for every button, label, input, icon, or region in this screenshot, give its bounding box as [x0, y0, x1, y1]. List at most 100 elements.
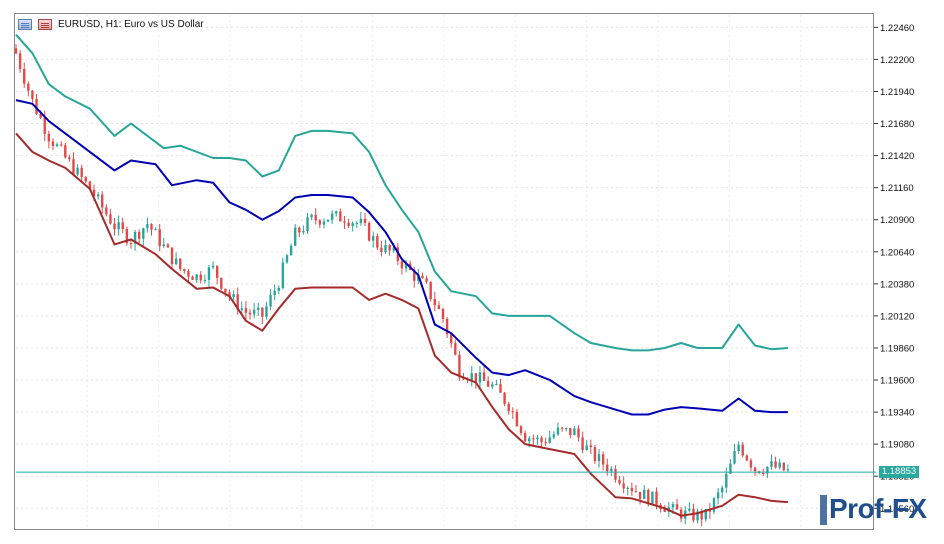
candle-body [429, 281, 432, 300]
candle-body [277, 287, 280, 291]
candle-body [548, 437, 551, 443]
candle-body [540, 437, 543, 443]
candle-body [511, 411, 515, 413]
candle-body [556, 427, 560, 435]
candle-body [31, 90, 34, 99]
candle-body [220, 277, 223, 289]
candle-body [154, 229, 157, 231]
candle-body [195, 274, 198, 280]
candle-body [392, 247, 395, 251]
y-tick-label: 1.21940 [880, 87, 914, 98]
candle-body [183, 269, 186, 272]
candle-body [470, 373, 473, 380]
watermark-text: Prof-FX [829, 493, 927, 524]
candle-body [486, 380, 490, 387]
candle-body [142, 228, 145, 239]
candle-body [536, 437, 539, 440]
candle-body [519, 426, 523, 434]
candle-body [55, 144, 59, 147]
candle-body [729, 463, 732, 474]
candle-body [515, 411, 519, 427]
candle-body [261, 307, 264, 317]
candle-body [326, 219, 330, 222]
candle-body [749, 460, 753, 468]
candle-body [14, 48, 18, 54]
candle-body [491, 384, 494, 387]
chart-window-icon[interactable] [18, 18, 32, 30]
candle-body [335, 211, 338, 214]
candle-body [737, 444, 740, 451]
candle-body [289, 245, 293, 256]
candle-body [474, 373, 478, 383]
candle-body [679, 509, 683, 519]
y-tick-label: 1.21680 [880, 119, 914, 130]
candle-body [80, 167, 83, 178]
candle-body [322, 221, 326, 225]
candle-body [355, 222, 358, 224]
candle-body [753, 467, 757, 472]
candle-body [495, 384, 498, 386]
candle-body [716, 492, 720, 499]
candle-body [532, 438, 535, 440]
candle-body [585, 445, 588, 451]
candle-body [577, 428, 580, 438]
candle-body [314, 214, 317, 221]
band-line-middle [15, 99, 788, 416]
candle-body [137, 231, 141, 239]
candle-body [293, 227, 297, 246]
candle-body [281, 262, 285, 288]
candle-body [778, 462, 781, 468]
candle-body [187, 271, 190, 277]
candle-body [663, 508, 666, 512]
candle-body [638, 491, 642, 499]
candle-body [273, 290, 276, 295]
candle-body [569, 428, 572, 436]
candle-body [257, 307, 260, 310]
candle-body [51, 141, 55, 147]
candle-body [191, 276, 194, 280]
candle-body [252, 309, 256, 315]
chart-title-bar: EURUSD, H1: Euro vs US Dollar [18, 16, 204, 32]
candle-body [117, 222, 120, 230]
candle-body [626, 487, 629, 489]
candle-body [766, 466, 769, 474]
candle-body [109, 214, 112, 224]
candle-body [84, 177, 87, 182]
y-tick-label: 1.20640 [880, 247, 914, 258]
candle-body [310, 214, 313, 218]
candle-body [704, 509, 707, 520]
watermark-logo: Prof-FX [820, 493, 927, 525]
candle-body [207, 267, 211, 281]
candle-body [601, 454, 605, 465]
candle-body [174, 258, 178, 265]
candle-body [593, 447, 597, 462]
candle-body [146, 224, 149, 229]
y-tick-label: 1.19080 [880, 440, 914, 451]
candle-body [413, 269, 416, 281]
chart-window-icon-alt[interactable] [38, 18, 52, 30]
candle-body [400, 260, 404, 269]
candle-body [499, 384, 502, 393]
candle-body [367, 222, 371, 241]
candle-body [696, 511, 699, 521]
candle-body [248, 312, 252, 315]
y-tick-label: 1.22200 [880, 55, 914, 66]
candle-body [618, 479, 621, 484]
candle-body [236, 294, 239, 310]
candle-body [733, 450, 736, 464]
candle-body [786, 469, 790, 471]
candle-body [285, 255, 289, 263]
candle-body [224, 288, 227, 293]
candle-body [671, 504, 675, 508]
candle-body [133, 231, 137, 244]
candle-body [700, 511, 703, 520]
candle-body [388, 245, 391, 251]
candle-body [68, 157, 71, 160]
candle-body [762, 472, 765, 474]
candle-body [770, 461, 773, 467]
candle-body [298, 227, 301, 233]
candle-body [35, 98, 38, 114]
candle-body [211, 265, 215, 268]
candle-body [564, 428, 568, 430]
candle-body [610, 468, 613, 472]
